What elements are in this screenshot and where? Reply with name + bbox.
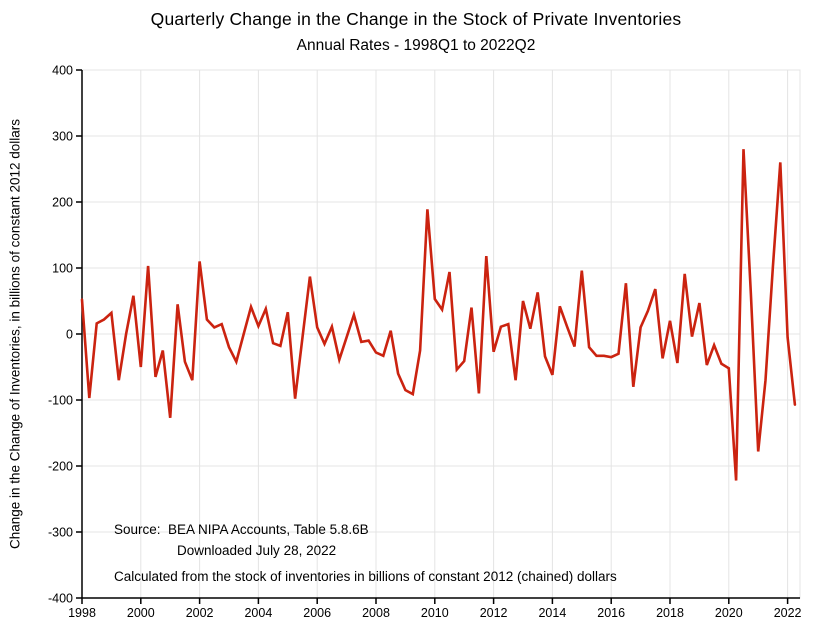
x-tick-label: 2008 — [362, 606, 390, 620]
y-tick-label: 300 — [52, 129, 73, 143]
calculation-note: Calculated from the stock of inventories… — [114, 569, 617, 584]
source-annotation-line2: Downloaded July 28, 2022 — [177, 543, 337, 558]
x-tick-label: 2010 — [421, 606, 449, 620]
x-tick-label: 2020 — [715, 606, 743, 620]
x-tick-label: 1998 — [68, 606, 96, 620]
x-tick-label: 2006 — [303, 606, 331, 620]
x-tick-label: 2004 — [244, 606, 272, 620]
x-tick-label: 2012 — [480, 606, 508, 620]
y-tick-label: 400 — [52, 63, 73, 77]
x-tick-label: 2016 — [597, 606, 625, 620]
y-tick-label: 100 — [52, 261, 73, 275]
x-tick-label: 2018 — [656, 606, 684, 620]
y-tick-label: -100 — [48, 393, 73, 407]
x-tick-label: 2002 — [186, 606, 214, 620]
y-tick-label: 0 — [66, 327, 73, 341]
y-tick-label: -400 — [48, 591, 73, 605]
x-tick-label: 2022 — [774, 606, 802, 620]
x-tick-label: 2000 — [127, 606, 155, 620]
data-line — [80, 149, 797, 481]
chart-title: Quarterly Change in the Change in the St… — [150, 9, 682, 29]
y-tick-label: 200 — [52, 195, 73, 209]
chart-subtitle: Annual Rates - 1998Q1 to 2022Q2 — [296, 37, 536, 54]
source-annotation-line1: Source: BEA NIPA Accounts, Table 5.8.6B — [114, 522, 369, 537]
x-tick-label: 2014 — [538, 606, 566, 620]
y-tick-label: -300 — [48, 525, 73, 539]
y-tick-label: -200 — [48, 459, 73, 473]
